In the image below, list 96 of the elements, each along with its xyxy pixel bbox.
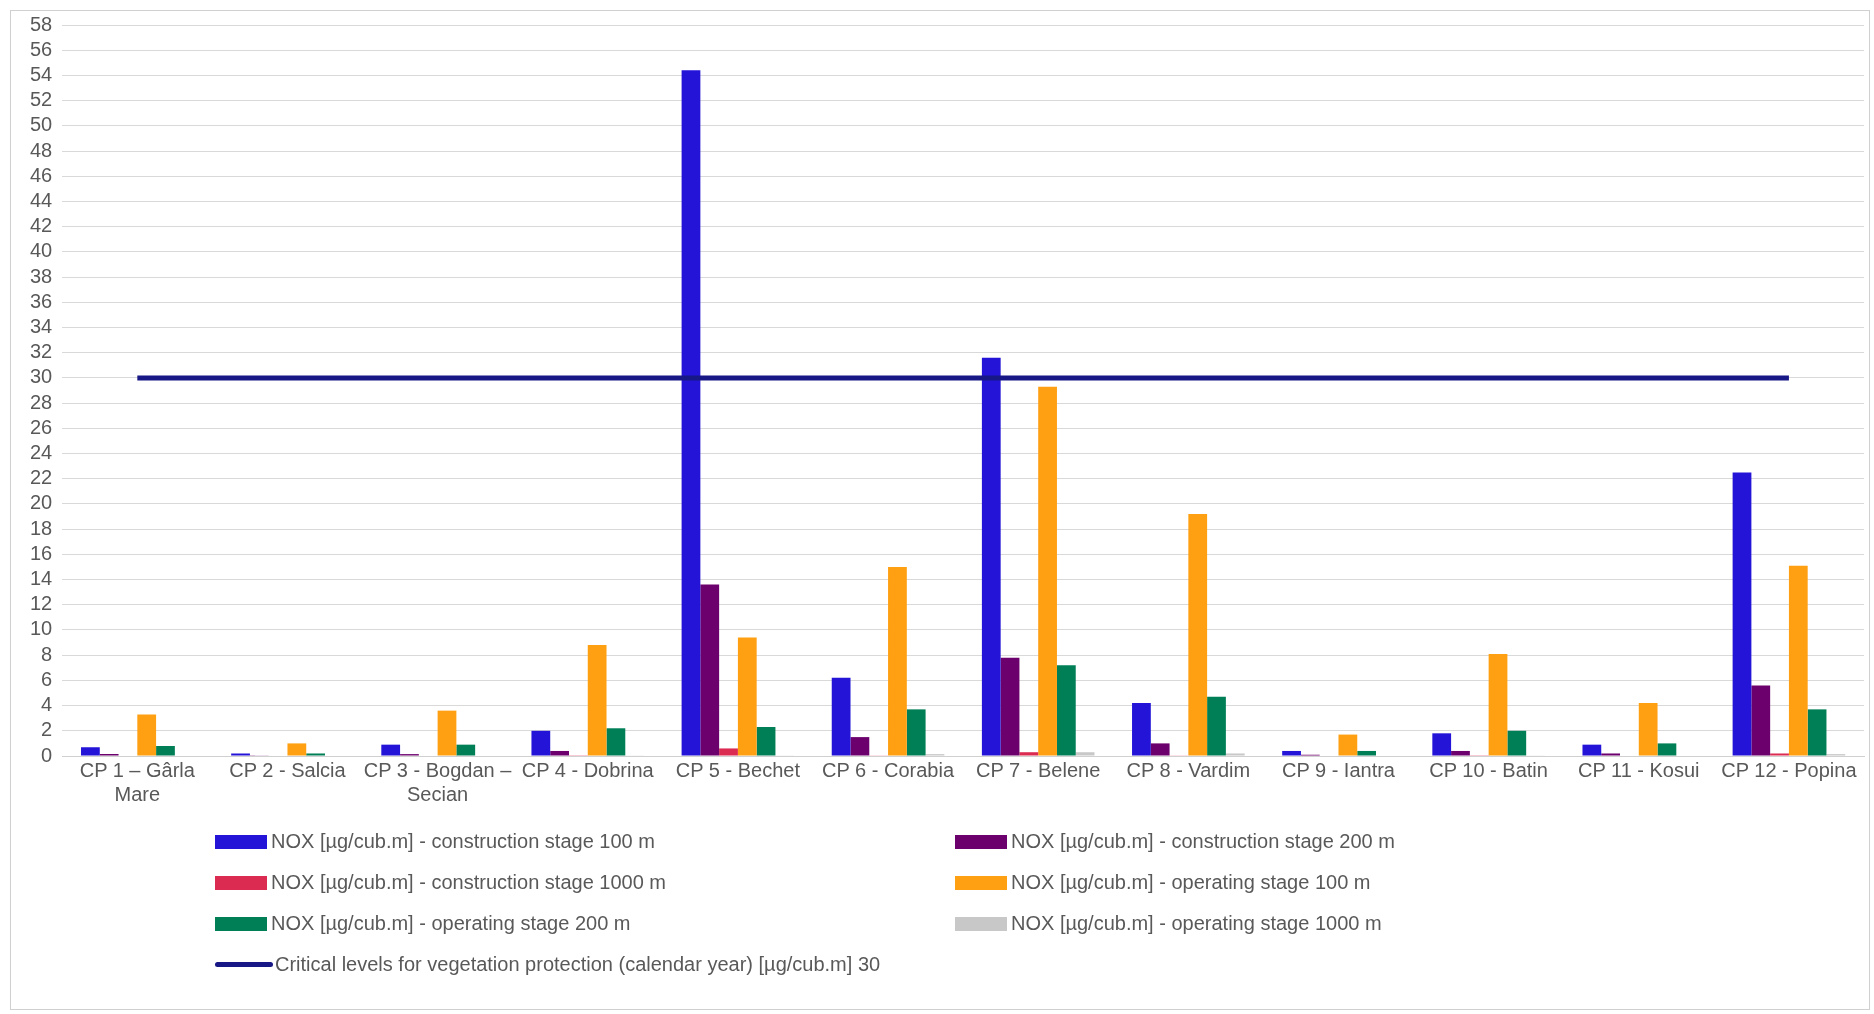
x-tick-label: CP 3 - Bogdan – Secian <box>363 758 513 805</box>
y-tick-label: 52 <box>30 88 53 111</box>
y-tick-label: 14 <box>30 567 53 590</box>
bar <box>681 70 701 756</box>
bar <box>1038 386 1057 756</box>
bar <box>1770 753 1789 756</box>
legend-label: Critical levels for vegetation protection (calendar year) [µg/cub.m] 30 <box>275 953 881 976</box>
y-tick-label: 38 <box>30 264 53 287</box>
bar <box>1000 657 1020 756</box>
bar <box>550 750 569 756</box>
bar <box>1732 472 1752 756</box>
x-tick-label: CP 4 - Dobrina <box>521 758 655 781</box>
bar <box>1638 703 1658 756</box>
y-tick-label: 0 <box>41 743 53 766</box>
bar <box>756 727 776 756</box>
y-tick-label: 56 <box>30 37 53 60</box>
x-tick-label: CP 9 - Iantra <box>1281 758 1396 781</box>
y-tick-label: 32 <box>30 340 53 363</box>
x-tick-label: CP 5 - Bechet <box>675 758 801 781</box>
x-tick-label: CP 1 – Gârla Mare <box>79 758 196 805</box>
bar <box>306 753 325 756</box>
bar <box>719 748 738 756</box>
x-tick-label: CP 12 - Popina <box>1721 758 1858 781</box>
legend-label: NOX [µg/cub.m] - operating stage 1000 m <box>1011 912 1382 935</box>
y-tick-label: 8 <box>41 642 53 665</box>
legend-label: NOX [µg/cub.m] - construction stage 1000 m <box>271 871 667 894</box>
bar <box>81 747 100 756</box>
bar <box>700 584 720 756</box>
bar <box>1807 709 1827 756</box>
y-tick-label: 20 <box>30 491 53 514</box>
legend-label: NOX [µg/cub.m] - operating stage 100 m <box>1011 871 1371 894</box>
y-tick-label: 42 <box>30 214 53 237</box>
bar <box>1751 685 1771 756</box>
bar <box>606 728 626 756</box>
y-tick-label: 44 <box>30 188 53 211</box>
legend-label: NOX [µg/cub.m] - construction stage 200 m <box>1011 830 1395 853</box>
y-tick-label: 6 <box>41 667 53 690</box>
bar <box>231 753 250 756</box>
legend-label: NOX [µg/cub.m] - operating stage 200 m <box>271 912 631 935</box>
y-tick-label: 46 <box>30 163 53 186</box>
y-tick-label: 4 <box>41 693 53 716</box>
bar <box>981 357 1001 756</box>
y-tick-label: 22 <box>30 466 53 489</box>
bar <box>888 566 907 756</box>
bar <box>1207 696 1226 756</box>
bar <box>1132 703 1151 756</box>
legend-label: NOX [µg/cub.m] - construction stage 100 m <box>271 830 655 853</box>
bar <box>1338 734 1358 756</box>
bar <box>1150 743 1170 756</box>
bar <box>531 730 551 756</box>
bar <box>156 745 175 756</box>
bar <box>737 637 757 756</box>
bar <box>137 714 157 756</box>
bar <box>1056 665 1076 756</box>
y-tick-label: 34 <box>30 315 53 337</box>
bar <box>587 645 607 756</box>
bar <box>1601 753 1621 756</box>
bar <box>1488 653 1508 756</box>
y-tick-label: 10 <box>30 617 53 640</box>
bar <box>1432 733 1452 756</box>
bar <box>437 710 457 756</box>
bar <box>850 737 870 756</box>
x-tick-label: CP 8 - Vardim <box>1126 758 1251 781</box>
y-tick-label: 40 <box>30 239 53 262</box>
y-tick-label: 30 <box>30 365 53 388</box>
y-tick-label: 28 <box>30 390 53 413</box>
bar <box>906 709 926 756</box>
bar <box>381 744 401 756</box>
y-tick-label: 16 <box>30 541 53 564</box>
y-tick-label: 58 <box>30 12 53 35</box>
bar <box>1357 750 1377 756</box>
bar <box>1451 750 1470 756</box>
bar <box>1582 744 1602 756</box>
x-tick-label: CP 7 - Belene <box>976 758 1101 781</box>
x-tick-label: CP 2 - Salcia <box>229 758 347 781</box>
y-tick-label: 26 <box>30 415 53 438</box>
bar <box>456 744 476 756</box>
bar <box>287 743 307 756</box>
x-tick-label: CP 6 - Corabia <box>822 758 955 781</box>
bar <box>831 677 851 756</box>
y-tick-label: 50 <box>30 113 53 136</box>
bar <box>1788 565 1808 756</box>
bar <box>1507 730 1527 756</box>
x-tick-label: CP 10 - Batin <box>1429 758 1548 781</box>
y-tick-label: 24 <box>30 441 53 464</box>
y-tick-label: 54 <box>30 62 53 85</box>
x-tick-label: CP 11 - Kosui <box>1578 758 1700 781</box>
y-tick-label: 12 <box>30 592 53 615</box>
y-tick-label: 48 <box>30 138 53 161</box>
bar <box>1282 750 1301 756</box>
y-tick-label: 18 <box>30 516 53 539</box>
bar <box>1019 752 1039 756</box>
bar <box>1657 743 1677 756</box>
y-tick-label: 2 <box>41 718 53 741</box>
bar <box>1188 514 1208 756</box>
y-tick-label: 36 <box>30 289 53 312</box>
